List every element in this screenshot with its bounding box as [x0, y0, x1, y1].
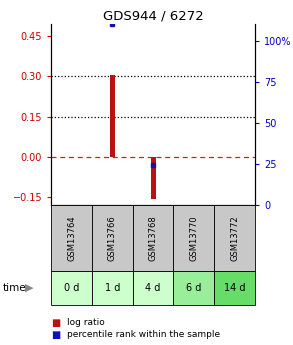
Text: log ratio: log ratio — [67, 318, 105, 327]
Text: 0 d: 0 d — [64, 283, 79, 293]
Text: GSM13766: GSM13766 — [108, 215, 117, 261]
Text: 4 d: 4 d — [145, 283, 161, 293]
Bar — [110, 75, 115, 157]
Bar — [173, 271, 214, 305]
Text: ■: ■ — [51, 330, 61, 339]
Text: GSM13770: GSM13770 — [189, 215, 198, 261]
Text: time: time — [3, 283, 27, 293]
Bar — [151, 157, 156, 199]
Text: percentile rank within the sample: percentile rank within the sample — [67, 330, 221, 339]
Text: ▶: ▶ — [25, 283, 34, 293]
Bar — [133, 205, 173, 271]
Title: GDS944 / 6272: GDS944 / 6272 — [103, 10, 203, 23]
Bar — [51, 205, 92, 271]
Text: GSM13764: GSM13764 — [67, 215, 76, 261]
Text: 6 d: 6 d — [186, 283, 202, 293]
Bar — [133, 271, 173, 305]
Bar — [214, 271, 255, 305]
Text: 1 d: 1 d — [105, 283, 120, 293]
Bar — [92, 271, 133, 305]
Text: GSM13772: GSM13772 — [230, 215, 239, 261]
Text: ■: ■ — [51, 318, 61, 327]
Bar — [173, 205, 214, 271]
Bar — [214, 205, 255, 271]
Bar — [92, 205, 133, 271]
Bar — [51, 271, 92, 305]
Text: 14 d: 14 d — [224, 283, 245, 293]
Text: GSM13768: GSM13768 — [149, 215, 158, 261]
